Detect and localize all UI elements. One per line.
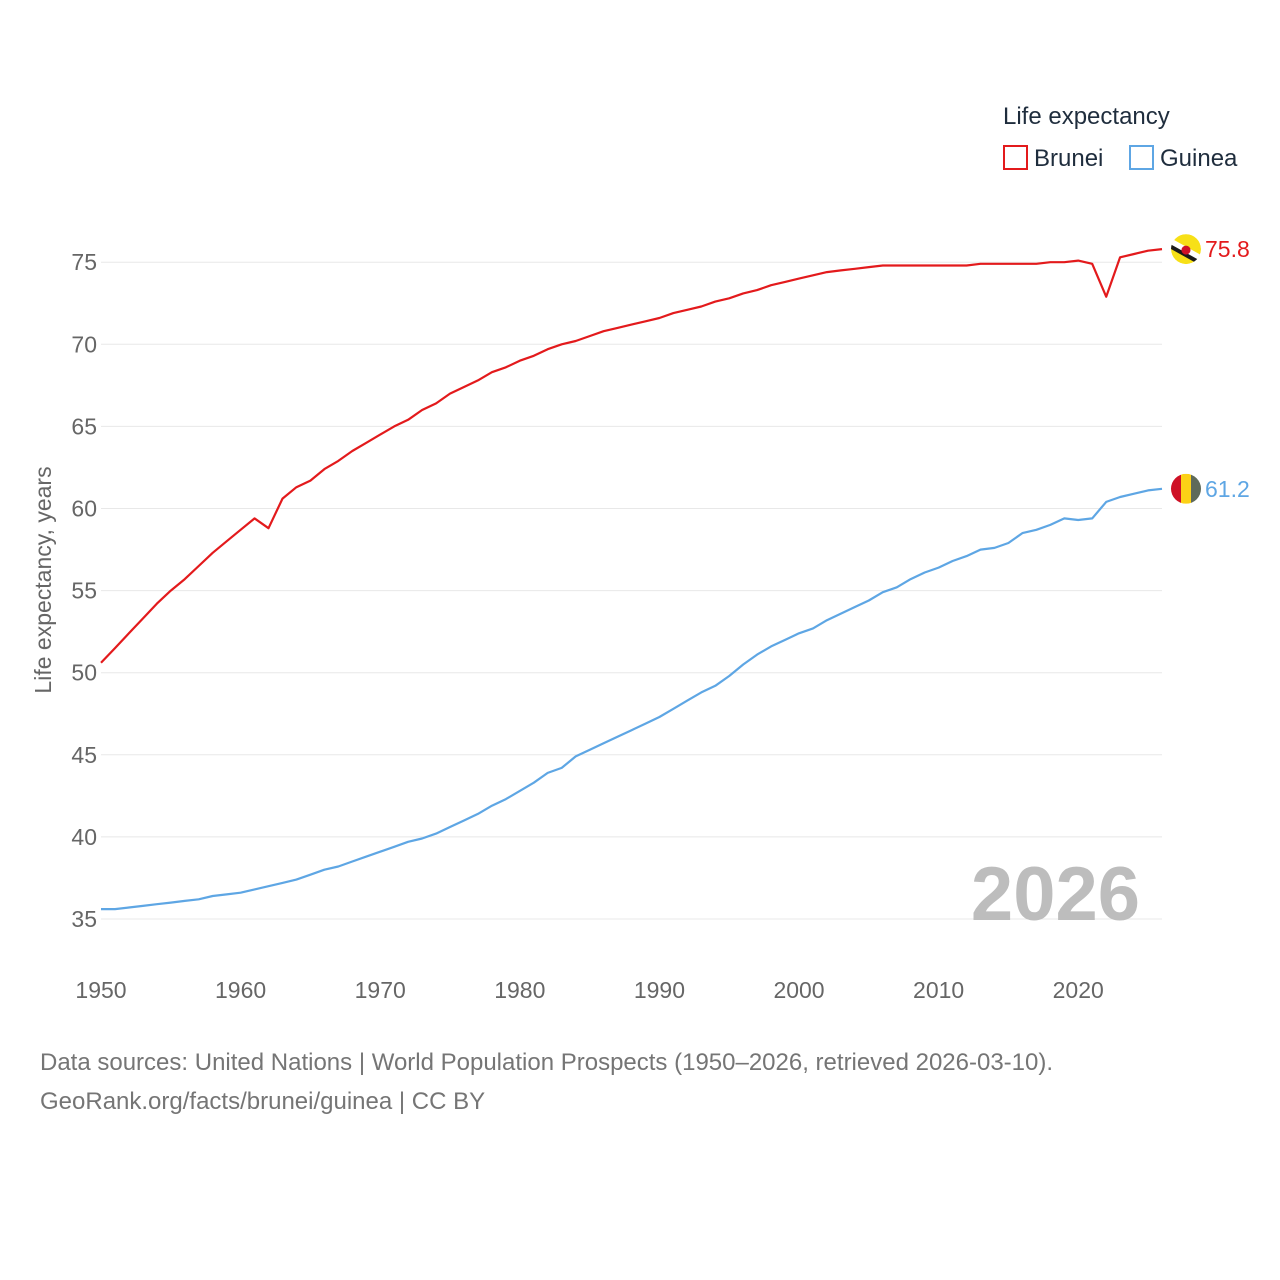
flag-crest-brunei — [1181, 245, 1191, 255]
end-markers: 75.8 61.2 — [1171, 234, 1250, 504]
x-tick-label-2020: 2020 — [1053, 977, 1104, 1003]
flag-yellow-stripe-guinea — [1181, 473, 1191, 504]
data-sources: Data sources: United Nations | World Pop… — [40, 1043, 1240, 1121]
brunei-flag-icon — [1171, 234, 1201, 265]
y-tick-label-70: 70 — [71, 331, 97, 357]
y-axis-ticks: 35 40 45 50 55 60 65 70 75 — [71, 249, 97, 932]
y-tick-label-50: 50 — [71, 660, 97, 686]
legend-label-guinea: Guinea — [1160, 145, 1238, 172]
y-tick-label-60: 60 — [71, 496, 97, 522]
flag-green-stripe-guinea — [1191, 473, 1201, 504]
legend: Life expectancy Brunei Guinea — [1003, 103, 1238, 172]
x-tick-label-1970: 1970 — [355, 977, 406, 1003]
legend-label-brunei: Brunei — [1034, 145, 1103, 172]
flag-body-guinea — [1171, 473, 1201, 504]
end-label-guinea: 61.2 — [1205, 476, 1250, 502]
y-tick-label-75: 75 — [71, 249, 97, 275]
y-axis-title: Life expectancy, years — [30, 466, 56, 693]
guinea-flag-icon — [1171, 473, 1201, 504]
legend-swatch-brunei — [1003, 145, 1028, 170]
life-expectancy-chart: 35 40 45 50 55 60 65 70 75 1950 1960 1970 1980 1990 2… — [30, 103, 1250, 1003]
x-tick-label-2010: 2010 — [913, 977, 964, 1003]
series-line-brunei — [100, 248, 1163, 664]
x-tick-label-1950: 1950 — [75, 977, 126, 1003]
flag-red-stripe-guinea — [1171, 473, 1181, 504]
year-badge: 2026 — [971, 852, 1140, 937]
sources-line-1: Data sources: United Nations | World Pop… — [40, 1049, 1054, 1076]
end-label-brunei: 75.8 — [1205, 236, 1250, 262]
y-tick-label-45: 45 — [71, 742, 97, 768]
x-axis-ticks: 1950 1960 1970 1980 1990 2000 2010 2020 — [75, 977, 1103, 1003]
series-lines — [100, 248, 1163, 911]
x-tick-label-2000: 2000 — [773, 977, 824, 1003]
x-tick-label-1990: 1990 — [634, 977, 685, 1003]
legend-item-brunei[interactable]: Brunei — [1003, 145, 1103, 172]
y-tick-label-65: 65 — [71, 413, 97, 439]
y-tick-label-55: 55 — [71, 578, 97, 604]
legend-title: Life expectancy — [1003, 103, 1170, 130]
flag-body-brunei — [1171, 234, 1201, 265]
y-tick-label-35: 35 — [71, 906, 97, 932]
y-tick-label-40: 40 — [71, 824, 97, 850]
x-tick-label-1960: 1960 — [215, 977, 266, 1003]
legend-item-guinea[interactable]: Guinea — [1129, 145, 1238, 172]
series-line-guinea — [101, 487, 1163, 911]
sources-line-2[interactable]: GeoRank.org/facts/brunei/guinea | CC BY — [40, 1088, 486, 1115]
legend-swatch-guinea — [1129, 145, 1154, 170]
grid — [101, 261, 1162, 920]
x-tick-label-1980: 1980 — [494, 977, 545, 1003]
